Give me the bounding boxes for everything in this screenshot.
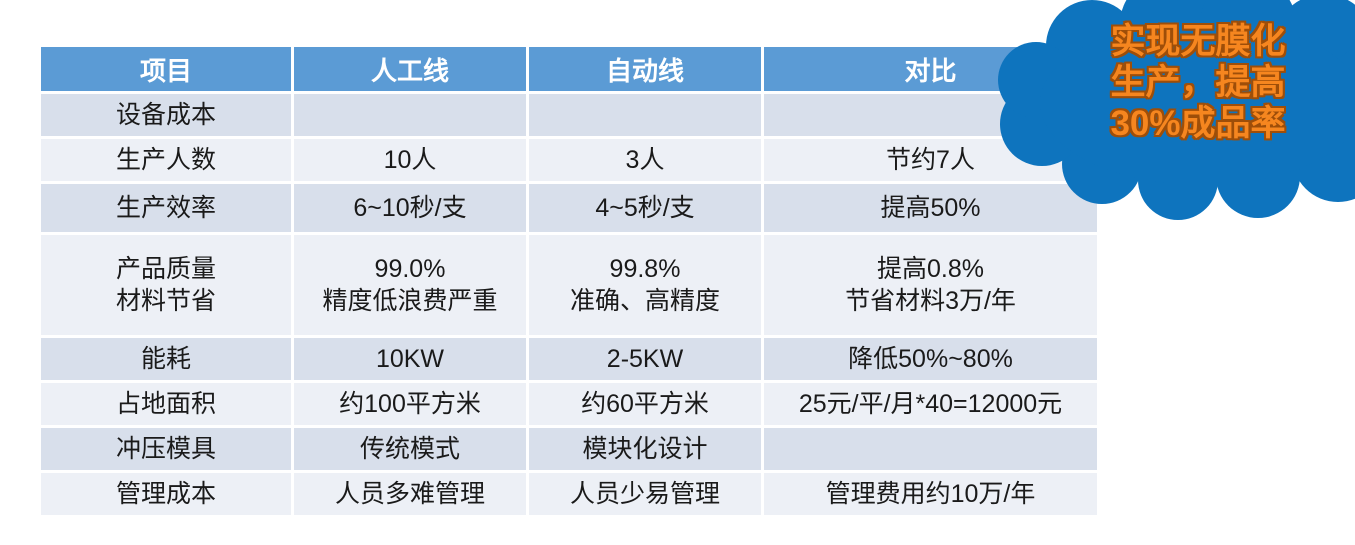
- table-cell: 能耗: [41, 338, 291, 380]
- table-cell: [529, 94, 761, 136]
- table-cell: 99.0% 精度低浪费严重: [294, 235, 526, 335]
- column-header-item: 项目: [41, 47, 291, 91]
- table-row-stamping-die: 冲压模具 传统模式 模块化设计: [41, 428, 1097, 470]
- table-cell: 约60平方米: [529, 383, 761, 425]
- table-cell: 传统模式: [294, 428, 526, 470]
- column-header-automatic: 自动线: [529, 47, 761, 91]
- callout-cloud: 实现无膜化 生产，提高 30%成品率: [980, 0, 1355, 223]
- callout-text: 实现无膜化 生产，提高 30%成品率: [1110, 22, 1286, 143]
- table-cell: 10KW: [294, 338, 526, 380]
- table-cell: [764, 428, 1097, 470]
- table-cell: 提高50%: [764, 184, 1097, 232]
- table-cell: 设备成本: [41, 94, 291, 136]
- table-cell: 占地面积: [41, 383, 291, 425]
- table-row-energy: 能耗 10KW 2-5KW 降低50%~80%: [41, 338, 1097, 380]
- table-row-management-cost: 管理成本 人员多难管理 人员少易管理 管理费用约10万/年: [41, 473, 1097, 515]
- table-cell: 99.8% 准确、高精度: [529, 235, 761, 335]
- table-cell: 冲压模具: [41, 428, 291, 470]
- table-cell: [294, 94, 526, 136]
- table-cell: 模块化设计: [529, 428, 761, 470]
- table-cell: 25元/平/月*40=12000元: [764, 383, 1097, 425]
- table-cell: 管理费用约10万/年: [764, 473, 1097, 515]
- table-cell: 产品质量 材料节省: [41, 235, 291, 335]
- table-row-equipment-cost: 设备成本: [41, 94, 1097, 136]
- table-cell: 生产效率: [41, 184, 291, 232]
- table-cell: 人员少易管理: [529, 473, 761, 515]
- comparison-table: 项目 人工线 自动线 对比 设备成本 生产人数 10人 3人 节约7人 生产效率: [38, 44, 1100, 518]
- table-row-floor-space: 占地面积 约100平方米 约60平方米 25元/平/月*40=12000元: [41, 383, 1097, 425]
- table-cell: 降低50%~80%: [764, 338, 1097, 380]
- table-row-efficiency: 生产效率 6~10秒/支 4~5秒/支 提高50%: [41, 184, 1097, 232]
- cloud-shape-icon: [998, 0, 1355, 220]
- table-cell: 管理成本: [41, 473, 291, 515]
- table-cell: 10人: [294, 139, 526, 181]
- table-row-headcount: 生产人数 10人 3人 节约7人: [41, 139, 1097, 181]
- table-cell: 6~10秒/支: [294, 184, 526, 232]
- table-cell: 生产人数: [41, 139, 291, 181]
- table-cell: 提高0.8% 节省材料3万/年: [764, 235, 1097, 335]
- table-cell: 人员多难管理: [294, 473, 526, 515]
- table-cell: 3人: [529, 139, 761, 181]
- table-header-row: 项目 人工线 自动线 对比: [41, 47, 1097, 91]
- table-row-quality-material: 产品质量 材料节省 99.0% 精度低浪费严重 99.8% 准确、高精度 提高0…: [41, 235, 1097, 335]
- column-header-manual: 人工线: [294, 47, 526, 91]
- table-cell: 2-5KW: [529, 338, 761, 380]
- table-cell: 4~5秒/支: [529, 184, 761, 232]
- table-cell: 约100平方米: [294, 383, 526, 425]
